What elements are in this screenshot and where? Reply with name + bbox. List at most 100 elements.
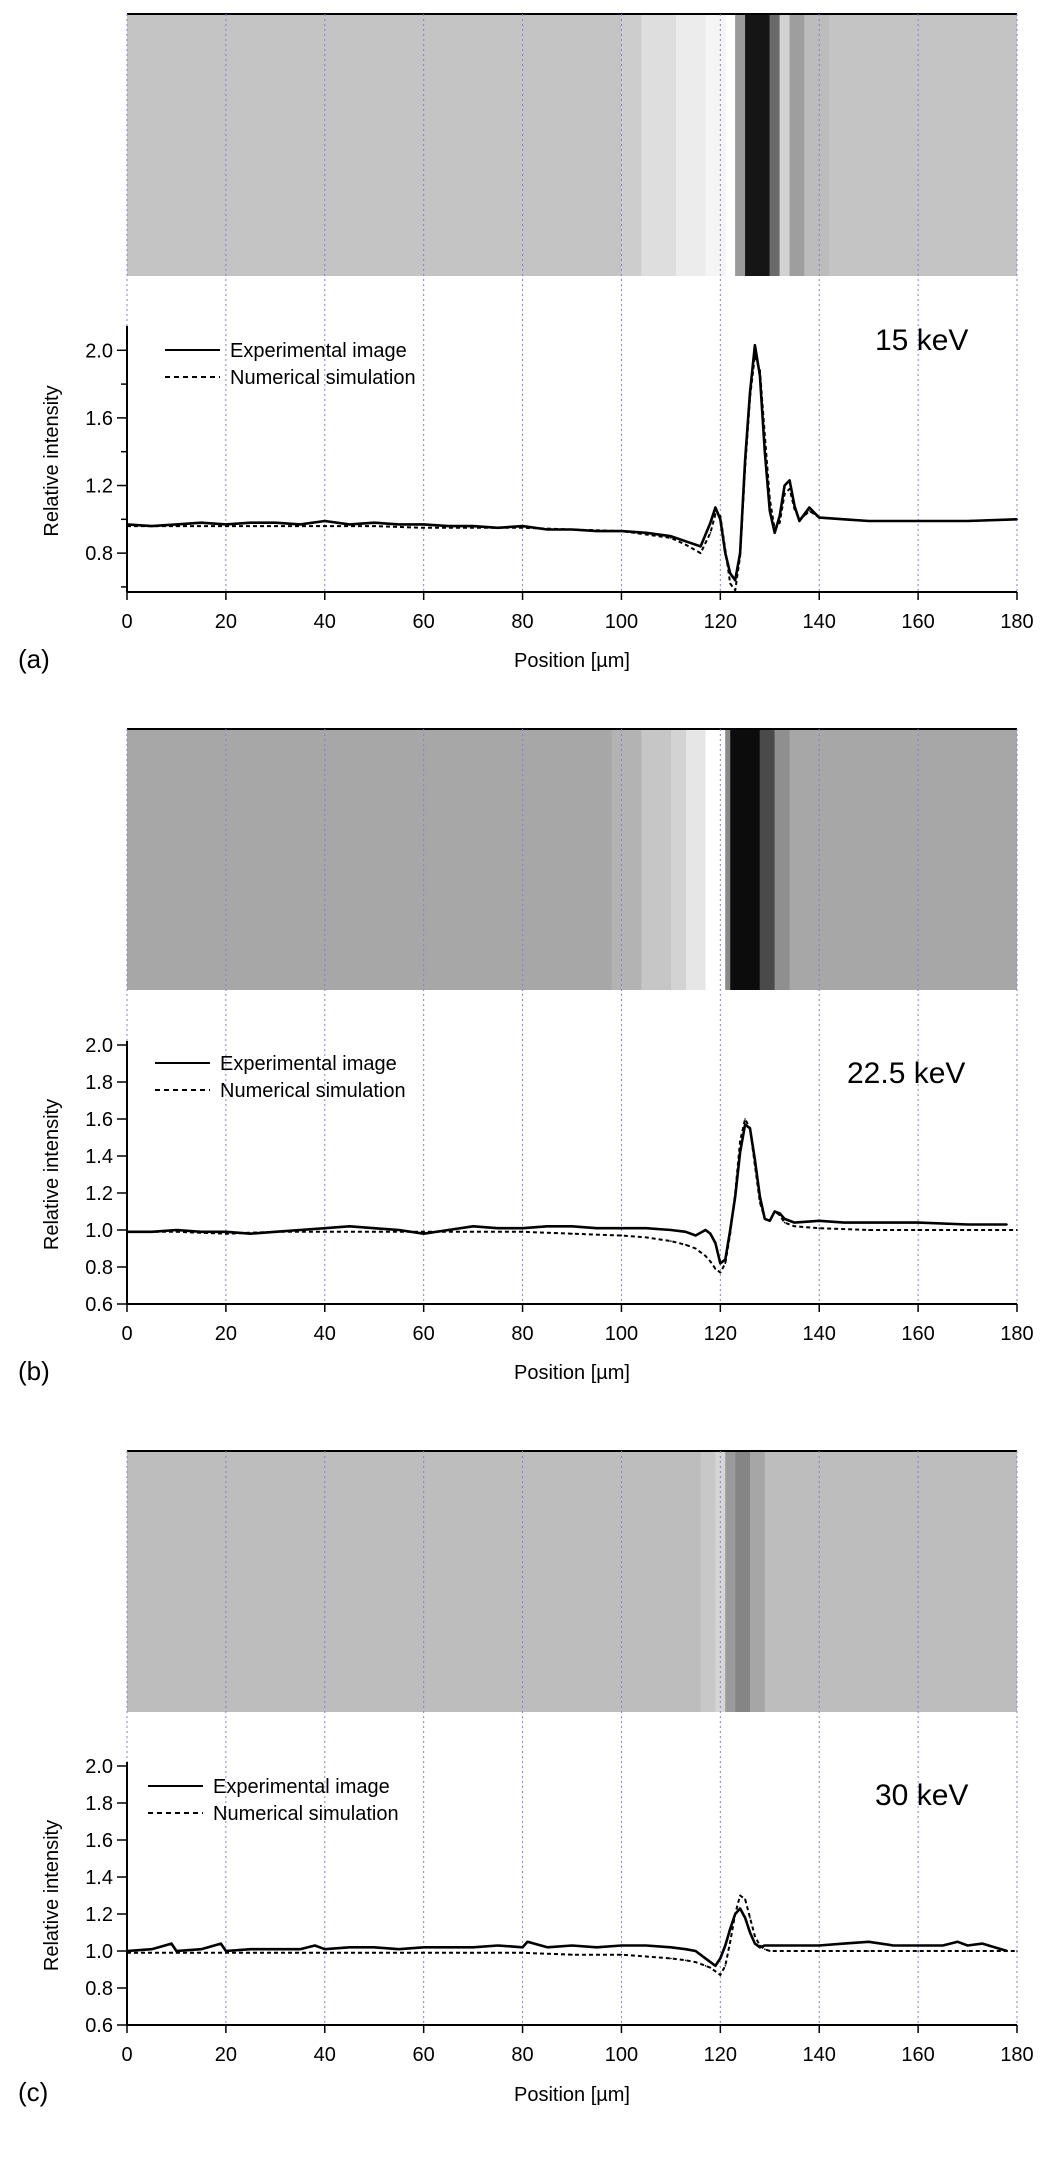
chart-panel-3: 0 20 40 60 80 100 120 140 160 180 0.6 0.8 1.0 1.2 1.4 1…: [18, 1450, 1034, 2107]
data-point: [768, 1944, 771, 1947]
data-point: [981, 1942, 984, 1945]
data-point: [734, 1913, 736, 1915]
x-tick-label: 0: [121, 1323, 132, 1345]
data-point: [694, 1247, 697, 1250]
data-point: [348, 523, 351, 526]
data-point: [788, 488, 791, 490]
data-point: [867, 1221, 870, 1224]
data-point: [699, 552, 702, 554]
data-point: [892, 1944, 895, 1947]
data-point: [793, 504, 796, 507]
x-tick-label: 20: [215, 1323, 237, 1345]
data-point: [299, 1948, 301, 1950]
radiograph-band: [730, 729, 760, 990]
legend: Experimental image Numerical simulation: [148, 1776, 399, 1825]
x-tick-label: 40: [314, 1323, 336, 1345]
data-point: [699, 545, 702, 548]
data-point: [521, 526, 524, 529]
x-tick-label: 60: [413, 611, 435, 633]
data-point: [739, 1894, 741, 1897]
data-point: [126, 523, 128, 526]
radiograph-band: [750, 1451, 765, 1712]
data-point: [526, 1940, 529, 1943]
data-point: [225, 525, 227, 527]
data-point: [571, 1953, 573, 1956]
data-point: [754, 344, 756, 347]
data-point: [521, 1227, 524, 1229]
data-point: [739, 555, 741, 558]
chart-panel-1: 0 20 40 60 80 100 120 140 160 180 0.8 1.2 1.6 2.0 Posi…: [18, 13, 1034, 674]
radiograph-band: [670, 729, 686, 990]
panel-label: (b): [18, 1356, 50, 1386]
x-tick-label: 160: [901, 2044, 934, 2066]
data-point: [749, 1916, 751, 1919]
x-axis-label: Position [µm]: [514, 1362, 630, 1384]
data-point: [546, 1225, 549, 1228]
x-tick-label: 20: [215, 2044, 237, 2066]
data-point: [719, 1271, 722, 1274]
y-tick-label: 2.0: [85, 1756, 113, 1778]
data-point: [719, 515, 722, 517]
series-experimental-image: [126, 1123, 1008, 1265]
data-point: [175, 1950, 178, 1952]
x-tick-label: 60: [413, 1323, 435, 1345]
data-point: [220, 1942, 222, 1945]
data-point: [645, 1944, 647, 1947]
data-point: [704, 1255, 707, 1257]
data-point: [323, 1231, 326, 1233]
vertical-grid: [126, 1451, 1018, 2025]
data-point: [472, 1952, 474, 1954]
data-point: [709, 1966, 712, 1969]
data-point: [314, 1944, 316, 1947]
data-point: [225, 1232, 227, 1235]
data-point: [645, 533, 647, 536]
x-axis-label: Position [µm]: [514, 650, 630, 672]
legend-label: Numerical simulation: [213, 1803, 399, 1825]
data-point: [546, 1946, 549, 1949]
data-point: [778, 521, 781, 524]
data-point: [739, 1140, 741, 1142]
data-point: [274, 525, 277, 527]
x-tick-label: 0: [121, 2044, 132, 2066]
y-tick-label: 1.8: [85, 1793, 113, 1815]
data-point: [684, 543, 687, 546]
data-point: [274, 1231, 277, 1233]
data-point: [323, 520, 326, 522]
data-point: [373, 525, 376, 527]
legend: Experimental image Numerical simulation: [165, 340, 416, 389]
data-point: [472, 1225, 474, 1228]
data-point: [645, 532, 647, 534]
data-point: [714, 1242, 717, 1244]
data-point: [472, 1946, 474, 1949]
data-point: [759, 374, 761, 377]
x-tick-label: 120: [704, 611, 737, 633]
x-tick-label: 80: [511, 1323, 533, 1345]
data-point: [942, 1944, 944, 1947]
y-tick-label: 1.0: [85, 1941, 113, 1963]
vertical-grid: [126, 14, 1018, 592]
data-point: [422, 1952, 425, 1954]
radiograph-band: [725, 729, 731, 990]
data-point: [754, 1935, 756, 1937]
data-point: [788, 479, 791, 482]
radiograph-band: [705, 14, 726, 276]
y-tick-label: 0.6: [85, 1294, 113, 1316]
data-point: [773, 532, 776, 534]
data-point: [595, 1946, 598, 1949]
energy-annotation: 30 keV: [875, 1779, 968, 1812]
data-point: [818, 516, 821, 519]
data-point: [684, 540, 687, 543]
radiograph-band: [774, 729, 790, 990]
data-point: [818, 1944, 821, 1947]
data-point: [472, 525, 474, 527]
data-point: [744, 459, 746, 461]
series-numerical-simulation: [126, 1894, 1018, 1976]
y-tick-label: 1.2: [85, 1904, 113, 1926]
data-point: [299, 1229, 301, 1231]
data-point: [818, 1227, 821, 1229]
x-tick-label: 80: [511, 611, 533, 633]
y-tick-label: 0.6: [85, 2015, 113, 2037]
x-tick-label: 60: [413, 2044, 435, 2066]
data-point: [126, 1950, 128, 1952]
data-point: [670, 1229, 672, 1231]
